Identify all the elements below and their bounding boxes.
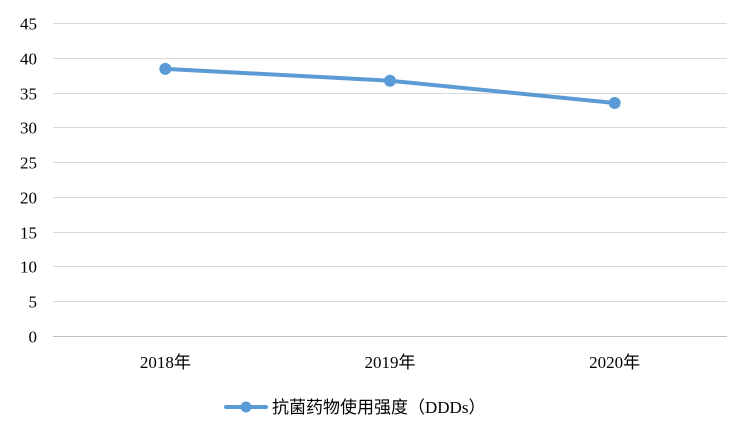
legend: 抗菌药物使用强度（DDDs） bbox=[224, 397, 485, 417]
y-tick-label: 10 bbox=[20, 258, 37, 277]
y-tick-label: 20 bbox=[20, 189, 37, 208]
y-tick-label: 35 bbox=[20, 85, 37, 104]
y-tick-label: 30 bbox=[20, 119, 37, 138]
legend-label: 抗菌药物使用强度（DDDs） bbox=[272, 397, 485, 417]
y-tick-labels: 0 5 10 15 20 25 30 35 40 45 bbox=[20, 15, 37, 347]
y-tick-label: 45 bbox=[20, 15, 37, 34]
y-tick-label: 0 bbox=[29, 328, 38, 347]
data-point bbox=[159, 62, 172, 75]
legend-marker bbox=[240, 401, 252, 413]
x-tick-label: 2018年 bbox=[140, 353, 191, 372]
series-layer bbox=[159, 62, 621, 109]
data-point bbox=[608, 97, 621, 109]
x-tick-label: 2020年 bbox=[589, 353, 640, 372]
y-tick-label: 5 bbox=[29, 293, 38, 312]
x-tick-labels: 2018年 2019年 2020年 bbox=[140, 353, 640, 372]
y-tick-label: 15 bbox=[20, 224, 37, 243]
y-tick-label: 25 bbox=[20, 154, 37, 173]
y-tick-label: 40 bbox=[20, 50, 37, 69]
data-point bbox=[384, 74, 396, 87]
x-tick-label: 2019年 bbox=[365, 353, 416, 372]
grid-layer bbox=[53, 23, 727, 302]
